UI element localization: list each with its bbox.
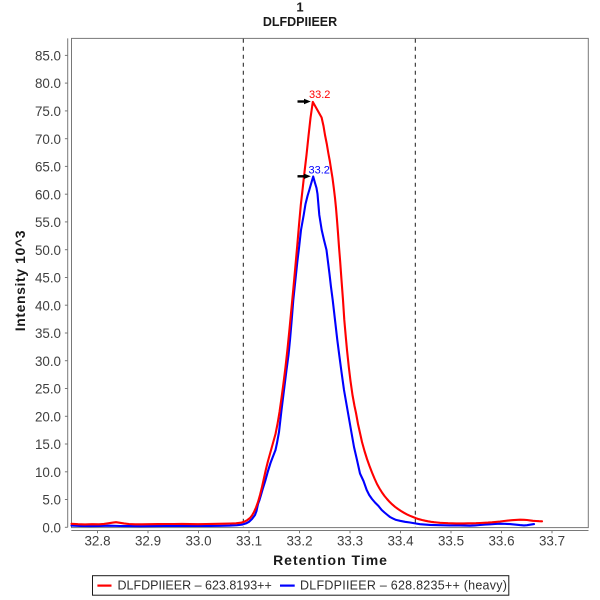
svg-text:70.0: 70.0 [35, 132, 61, 147]
svg-text:33.5: 33.5 [438, 533, 464, 548]
svg-text:33.6: 33.6 [488, 533, 514, 548]
svg-text:DLFDPIIEER: DLFDPIIEER [263, 15, 337, 29]
svg-text:33.2: 33.2 [309, 89, 330, 101]
svg-text:DLFDPIIEER – 623.8193++: DLFDPIIEER – 623.8193++ [118, 578, 272, 592]
svg-text:32.8: 32.8 [84, 533, 110, 548]
svg-text:33.2: 33.2 [286, 533, 312, 548]
svg-text:45.0: 45.0 [35, 271, 61, 286]
svg-text:33.1: 33.1 [236, 533, 262, 548]
svg-text:Retention Time: Retention Time [273, 552, 388, 568]
svg-text:80.0: 80.0 [35, 76, 61, 91]
svg-text:75.0: 75.0 [35, 104, 61, 119]
svg-text:10.0: 10.0 [35, 465, 61, 480]
svg-text:1: 1 [296, 0, 303, 15]
svg-text:Intensity 10^3: Intensity 10^3 [12, 230, 28, 331]
svg-text:30.0: 30.0 [35, 354, 61, 369]
svg-text:50.0: 50.0 [35, 243, 61, 258]
svg-text:55.0: 55.0 [35, 215, 61, 230]
svg-text:33.3: 33.3 [337, 533, 363, 548]
svg-text:85.0: 85.0 [35, 49, 61, 64]
svg-text:35.0: 35.0 [35, 326, 61, 341]
svg-text:33.4: 33.4 [387, 533, 414, 548]
svg-text:40.0: 40.0 [35, 298, 61, 313]
svg-text:0.0: 0.0 [42, 520, 61, 535]
svg-text:33.7: 33.7 [539, 533, 565, 548]
svg-text:15.0: 15.0 [35, 437, 61, 452]
svg-text:20.0: 20.0 [35, 409, 61, 424]
svg-text:33.0: 33.0 [185, 533, 211, 548]
svg-text:65.0: 65.0 [35, 160, 61, 175]
svg-text:32.9: 32.9 [135, 533, 161, 548]
svg-text:25.0: 25.0 [35, 382, 61, 397]
svg-text:60.0: 60.0 [35, 187, 61, 202]
svg-text:DLFDPIIEER – 628.8235++ (heavy: DLFDPIIEER – 628.8235++ (heavy) [300, 578, 507, 592]
svg-text:5.0: 5.0 [42, 493, 61, 508]
svg-text:33.2: 33.2 [309, 164, 330, 176]
